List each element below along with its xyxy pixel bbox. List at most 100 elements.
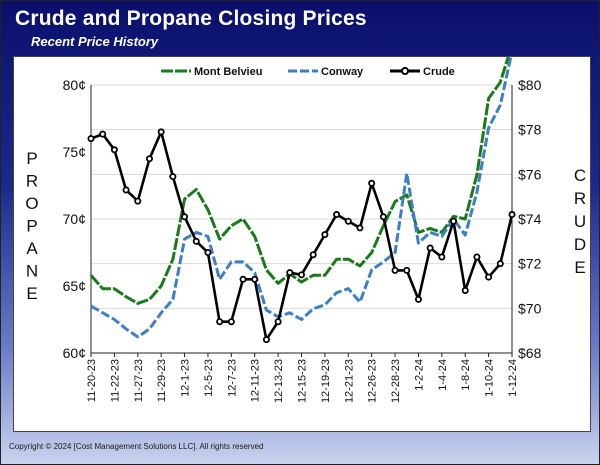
series-lines — [87, 57, 516, 344]
crude-point — [450, 217, 458, 225]
crude-point — [438, 253, 446, 261]
x-tick-label: 12-7-23 — [226, 359, 238, 397]
x-tick-label: 12-11-23 — [250, 359, 262, 402]
gridlines — [91, 84, 512, 354]
crude-point — [485, 273, 493, 281]
axis-label-letter: P — [26, 149, 37, 168]
crude-point — [496, 260, 504, 268]
axis-label-letter: C — [574, 166, 586, 185]
x-tick-label: 12-19-23 — [320, 359, 332, 403]
crude-point — [239, 275, 247, 283]
crude-point — [145, 155, 153, 163]
crude-point — [216, 318, 224, 326]
left-axis-ticks: 60¢ 65¢ 70¢ 75¢ 80¢ — [63, 77, 86, 361]
axis-label-letter: D — [574, 235, 586, 254]
left-tick-label: 70¢ — [63, 211, 86, 227]
chart-title: Crude and Propane Closing Prices — [15, 7, 367, 30]
axis-label-letter: E — [574, 258, 585, 277]
axis-label-letter: R — [574, 189, 586, 208]
x-tick-label: 1-2-24 — [413, 359, 425, 391]
crude-point — [192, 237, 200, 245]
crude-point — [169, 173, 177, 181]
crude-point — [110, 146, 118, 154]
axis-label-letter: U — [574, 212, 586, 231]
legend-item: Crude — [390, 66, 455, 78]
crude-point — [227, 318, 235, 326]
axis-label-letter: E — [26, 284, 37, 303]
crude-point — [274, 318, 282, 326]
legend-label: Mont Belvieu — [194, 66, 262, 78]
crude-point — [321, 231, 329, 239]
x-tick-label: 12-26-23 — [367, 359, 379, 403]
x-tick-label: 12-1-23 — [180, 359, 192, 397]
crude-point — [157, 128, 165, 136]
copyright-text: Copyright © 2024 [Cost Management Soluti… — [9, 442, 264, 451]
crude-point — [414, 295, 422, 303]
crude-point — [356, 224, 364, 232]
crude-point — [87, 135, 95, 143]
x-tick-label: 12-28-23 — [390, 359, 402, 403]
crude-point — [99, 130, 107, 138]
crude-point — [403, 266, 411, 274]
crude-point — [309, 251, 317, 259]
left-tick-label: 75¢ — [63, 144, 86, 160]
crude-point — [368, 179, 376, 187]
crude-point — [297, 271, 305, 279]
price-chart: 60¢ 65¢ 70¢ 75¢ 80¢ $68 $70 $72 $74 $76 $78 $80 11… — [25, 57, 586, 403]
axis-label-letter: N — [26, 262, 38, 281]
axis-label-letter: P — [26, 217, 37, 236]
crude-point — [122, 186, 130, 194]
chart-subtitle: Recent Price History — [31, 34, 159, 49]
left-tick-label: 65¢ — [63, 278, 86, 294]
crude-point — [181, 213, 189, 221]
x-axis-ticks: 11-20-23 11-22-23 11-27-23 11-29-23 12-1-23 1… — [86, 353, 519, 403]
x-tick-label: 11-22-23 — [109, 359, 121, 402]
legend-label: Crude — [423, 66, 455, 78]
x-tick-label: 1-10-24 — [484, 359, 496, 397]
crude-point — [286, 269, 294, 277]
plot-area: 60¢ 65¢ 70¢ 75¢ 80¢ $68 $70 $72 $74 $76 $78 $80 11… — [13, 56, 591, 432]
x-tick-label: 1-12-24 — [507, 359, 519, 397]
crude-point — [461, 286, 469, 294]
crude-point — [251, 275, 259, 283]
x-tick-label: 11-27-23 — [133, 359, 145, 402]
x-tick-label: 12-5-23 — [203, 359, 215, 397]
crude-point — [508, 211, 516, 219]
x-tick-label: 11-29-23 — [156, 359, 168, 402]
crude-point — [379, 213, 387, 221]
legend-label: Conway — [321, 66, 364, 78]
right-tick-label: $76 — [518, 166, 542, 182]
left-tick-label: 80¢ — [63, 77, 86, 93]
x-tick-label: 1-4-24 — [437, 359, 449, 391]
crude-point — [391, 266, 399, 274]
right-tick-label: $68 — [518, 345, 542, 361]
right-axis-ticks: $68 $70 $72 $74 $76 $78 $80 — [518, 77, 542, 361]
conway-line — [90, 57, 513, 339]
crude-point — [134, 197, 142, 205]
right-tick-label: $80 — [518, 77, 542, 93]
right-tick-label: $78 — [518, 122, 542, 138]
right-tick-label: $72 — [518, 256, 542, 272]
legend-marker — [401, 67, 409, 75]
legend-item: Mont Belvieu — [161, 66, 262, 78]
right-tick-label: $74 — [518, 211, 542, 227]
crude-point — [344, 217, 352, 225]
axis-label-letter: R — [26, 172, 38, 191]
x-tick-label: 12-13-23 — [273, 359, 285, 403]
x-tick-label: 11-20-23 — [86, 359, 98, 402]
x-tick-label: 12-21-23 — [343, 359, 355, 403]
right-tick-label: $70 — [518, 300, 542, 316]
crude-point — [473, 253, 481, 261]
mont-belvieu-line — [89, 57, 510, 305]
crude-point — [333, 211, 341, 219]
x-tick-label: 1-8-24 — [460, 359, 472, 391]
left-tick-label: 60¢ — [63, 345, 86, 361]
legend-item: Conway — [288, 66, 364, 78]
legend: Mont Belvieu Conway Crude — [161, 66, 455, 78]
x-tick-label: 12-15-23 — [297, 359, 309, 403]
crude-point — [262, 336, 270, 344]
